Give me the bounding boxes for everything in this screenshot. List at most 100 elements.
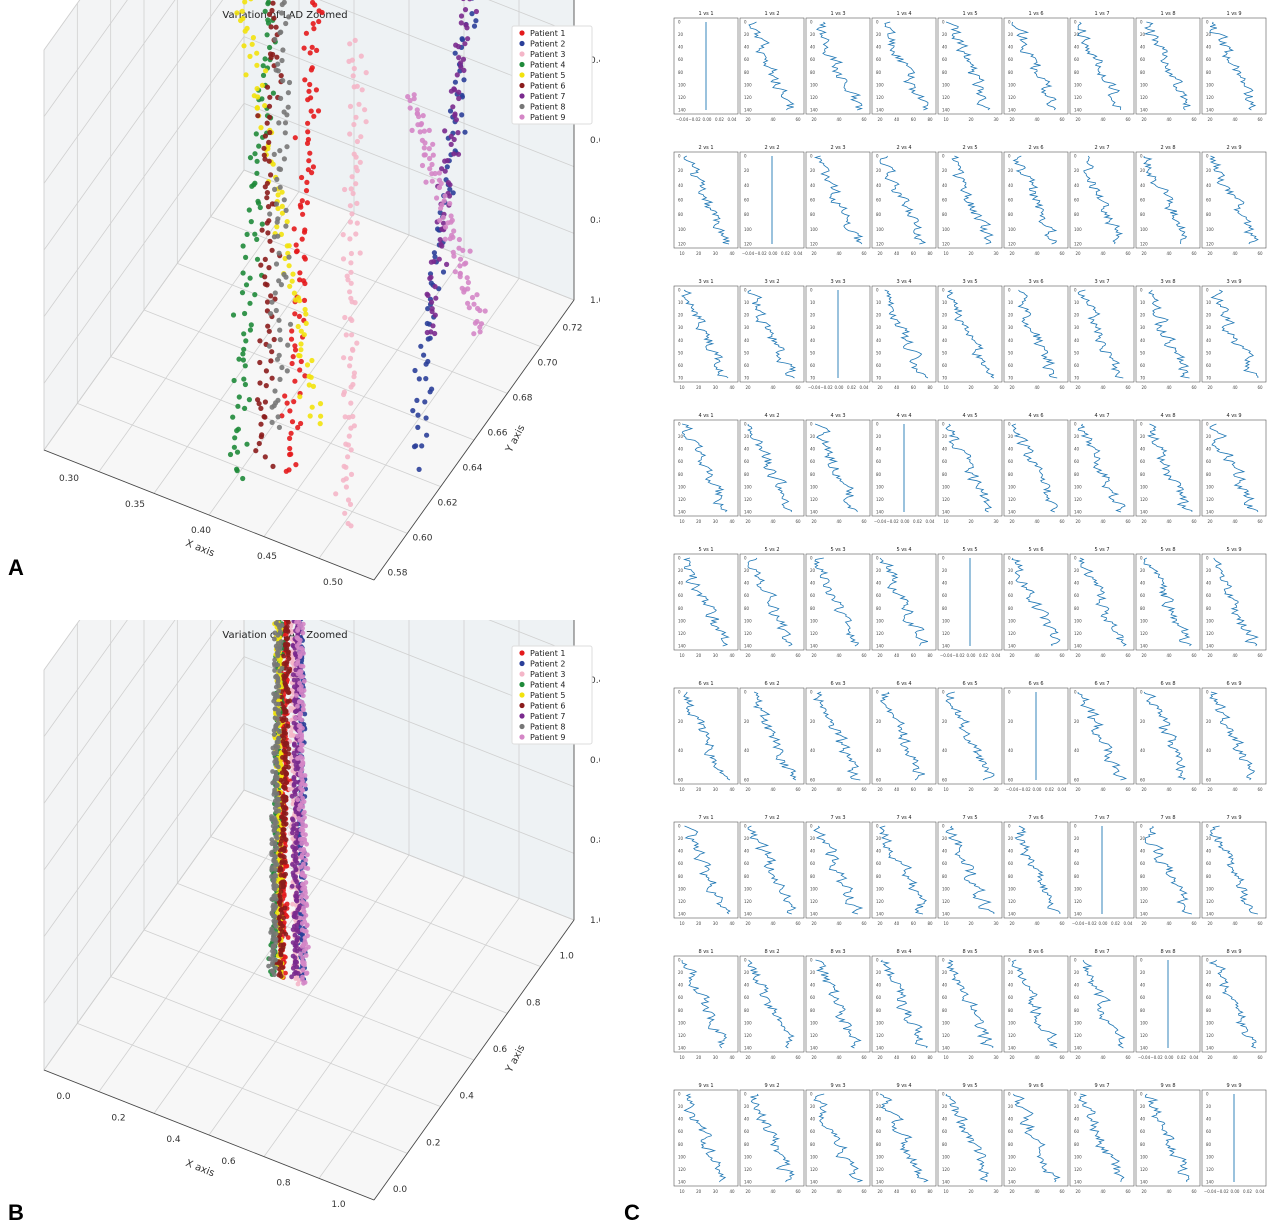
data-point: [287, 445, 293, 452]
y-tick-label: 20: [1008, 434, 1014, 439]
legend-box: [511, 25, 593, 125]
data-point: [294, 879, 300, 885]
x-tick-label: 60: [1257, 787, 1263, 792]
data-point: [283, 795, 289, 800]
y-tick-label: 20: [942, 719, 948, 724]
data-point: [457, 263, 463, 269]
data-point: [298, 951, 303, 957]
y-tick-label: 100: [1140, 82, 1148, 87]
data-point: [290, 271, 296, 277]
data-point: [265, 20, 272, 26]
data-point: [477, 329, 483, 335]
y-tick-label: 100: [1140, 1154, 1148, 1159]
y-tick-label: 140: [744, 644, 752, 649]
data-point: [440, 269, 447, 275]
data-point: [268, 358, 274, 364]
y-tick-label: 100: [1074, 82, 1082, 87]
y-tick-label: 0: [942, 422, 945, 427]
subplot-frame: [1003, 955, 1069, 1053]
y-tick-label: 20: [810, 168, 816, 173]
data-point: [464, 275, 470, 281]
x-tick-label: 10: [943, 117, 949, 122]
data-point: [455, 130, 461, 136]
x-tick-label: 20: [745, 653, 751, 658]
data-point: [282, 130, 288, 136]
data-point: [348, 250, 354, 257]
y-tick-label: 40: [942, 748, 948, 753]
y-tick-label: 70: [744, 376, 750, 381]
x-tick-label: 80: [927, 921, 933, 926]
series-line: [945, 691, 995, 781]
data-point: [283, 970, 288, 976]
x-tick-label: 60: [911, 1189, 917, 1194]
y-tick-label: 100: [876, 886, 884, 891]
data-point: [260, 72, 267, 78]
y-tick-label: 60: [1206, 593, 1212, 598]
x-tick-label: 20: [811, 921, 817, 926]
data-point: [349, 57, 355, 63]
y-tick-label: 120: [1008, 631, 1016, 636]
x-tick-label: 60: [1257, 921, 1263, 926]
y-tick-label: 60: [1008, 593, 1014, 598]
y-tick-label: 120: [876, 95, 884, 100]
data-point: [242, 405, 248, 411]
subplot-frame: [871, 17, 937, 115]
subplot-title: 6 vs 7: [1094, 681, 1109, 687]
y-tick-label: 100: [1008, 618, 1016, 623]
x-tick-label: 40: [836, 251, 842, 256]
data-point: [430, 152, 436, 158]
y-tick-label: 20: [744, 719, 750, 724]
data-point: [279, 203, 285, 209]
x-tick-label: 20: [1009, 653, 1015, 658]
data-point: [274, 763, 280, 768]
data-point: [302, 711, 308, 717]
y-tick-label: 20: [1008, 32, 1014, 37]
y-tick-label: 120: [1074, 95, 1082, 100]
x-tick-label: 40: [1100, 385, 1106, 390]
x-tick-label: 10: [943, 251, 949, 256]
legend-entry: Patient 5: [530, 691, 566, 700]
data-point: [274, 176, 280, 182]
data-point: [240, 15, 246, 22]
data-point: [301, 909, 307, 915]
series-line: [814, 423, 858, 513]
data-point: [363, 70, 369, 76]
data-point: [461, 0, 466, 2]
x-tick-label: 40: [1232, 1055, 1238, 1060]
data-point: [288, 451, 294, 457]
y-tick-label: 100: [810, 886, 818, 891]
data-point: [235, 403, 241, 409]
data-point: [296, 699, 302, 705]
y-tick-label: 40: [1206, 748, 1212, 753]
data-point: [252, 231, 258, 237]
y-tick-label: 100: [678, 1020, 686, 1025]
data-point: [437, 217, 443, 223]
data-point: [308, 374, 314, 380]
y-tick-label: 60: [1206, 198, 1212, 203]
y-tick-label: 120: [1206, 95, 1214, 100]
x-tick-label: 40: [1166, 1189, 1172, 1194]
y-tick-label: 0: [744, 958, 747, 963]
x-tick-label: 30: [713, 653, 719, 658]
data-point: [248, 0, 254, 2]
data-point: [301, 297, 308, 303]
series-line: [1077, 692, 1128, 781]
x-tick-label: 60: [911, 1055, 917, 1060]
data-point: [298, 663, 304, 669]
data-point: [276, 166, 282, 172]
data-point: [292, 742, 297, 748]
gridline: [43, 620, 128, 737]
data-point: [262, 56, 268, 62]
data-point: [310, 383, 316, 389]
data-point: [274, 356, 281, 362]
